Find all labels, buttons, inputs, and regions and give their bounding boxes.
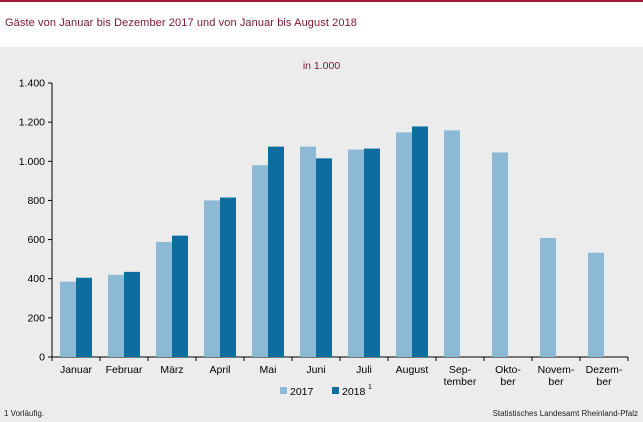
x-tick-label: Sep-	[449, 364, 472, 376]
top-rule	[0, 0, 643, 2]
bar-2018-2	[124, 271, 140, 357]
bar-2018-8	[412, 126, 428, 357]
legend-label-2017: 2017	[290, 386, 314, 398]
bar-2018-5	[268, 146, 284, 357]
bar-2018-6	[316, 158, 332, 357]
bar-2017-1	[60, 281, 76, 357]
x-tick-label: ber	[500, 376, 516, 388]
legend-label-2018: 2018	[342, 386, 366, 398]
legend-footnote-marker: 1	[368, 384, 372, 391]
source-credit: Statistisches Landesamt Rheinland-Pfalz	[492, 409, 638, 418]
legend-swatch-2017	[280, 387, 287, 394]
x-tick-label: Okto-	[495, 364, 521, 376]
x-tick-label: Januar	[60, 364, 93, 376]
bar-2017-12	[588, 252, 604, 357]
bar-2017-10	[492, 152, 508, 357]
x-tick-label: ber	[596, 376, 612, 388]
x-tick-label: Juni	[306, 364, 325, 376]
x-tick-label: Juli	[356, 364, 372, 376]
unit-label: in 1.000	[302, 60, 341, 72]
x-tick-label: tember	[444, 376, 477, 388]
y-tick-label: 1.200	[19, 117, 45, 129]
bar-2017-4	[204, 200, 220, 357]
bar-chart: 0 200 400 600 800 1.000 1.200 1.400 Januar Februa…	[19, 78, 629, 398]
bar-2017-11	[540, 238, 556, 357]
x-tick-label: März	[160, 364, 183, 376]
bar-2017-3	[156, 241, 172, 357]
y-tick-label: 400	[27, 273, 45, 285]
y-tick-label: 800	[27, 195, 45, 207]
chart-title: Gäste von Januar bis Dezember 2017 und v…	[5, 17, 358, 29]
y-tick-label: 0	[39, 352, 45, 364]
x-tick-label: April	[209, 364, 230, 376]
x-tick-label: Mai	[260, 364, 277, 376]
bar-2018-3	[172, 235, 188, 357]
bar-2018-7	[364, 148, 380, 357]
x-tick-label: ber	[548, 376, 564, 388]
x-tick-label: Dezem-	[586, 364, 623, 376]
footnote: 1 Vorläufig.	[4, 409, 45, 418]
bar-2017-9	[444, 130, 460, 357]
y-tick-label: 600	[27, 234, 45, 246]
x-tick-label: August	[396, 364, 429, 376]
y-tick-label: 200	[27, 312, 45, 324]
bar-2017-2	[108, 274, 124, 357]
y-tick-label: 1.000	[19, 156, 45, 168]
bar-2017-6	[300, 146, 316, 357]
legend-swatch-2018	[332, 387, 339, 394]
x-tick-label: Februar	[106, 364, 143, 376]
y-tick-label: 1.400	[19, 78, 45, 90]
chart-header: Gäste von Januar bis Dezember 2017 und v…	[0, 2, 643, 47]
bar-2018-1	[76, 277, 92, 357]
bar-2018-4	[220, 197, 236, 357]
chart-panel: in 1.000 0 200 400 600 800 1.000 1.200 1.400 Jan…	[0, 47, 643, 422]
bar-2017-5	[252, 165, 268, 357]
x-tick-label: Novem-	[538, 364, 575, 376]
bar-2017-8	[396, 132, 412, 357]
bar-2017-7	[348, 149, 364, 357]
